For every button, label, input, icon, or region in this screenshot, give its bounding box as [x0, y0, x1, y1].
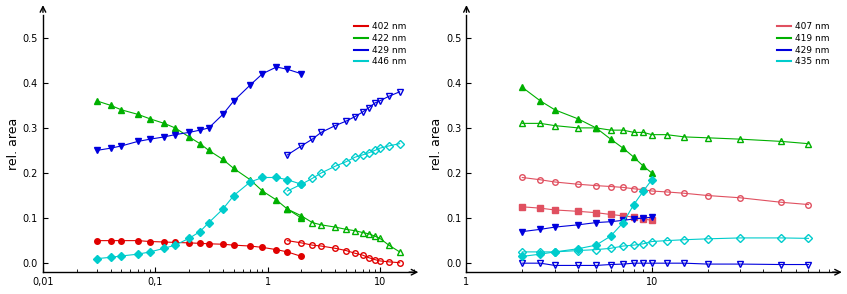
Legend: 407 nm, 419 nm, 429 nm, 435 nm: 407 nm, 419 nm, 429 nm, 435 nm	[775, 20, 833, 69]
Legend: 402 nm, 422 nm, 429 nm, 446 nm: 402 nm, 422 nm, 429 nm, 446 nm	[352, 20, 409, 69]
Y-axis label: rel. area: rel. area	[430, 118, 444, 170]
Y-axis label: rel. area: rel. area	[7, 118, 20, 170]
